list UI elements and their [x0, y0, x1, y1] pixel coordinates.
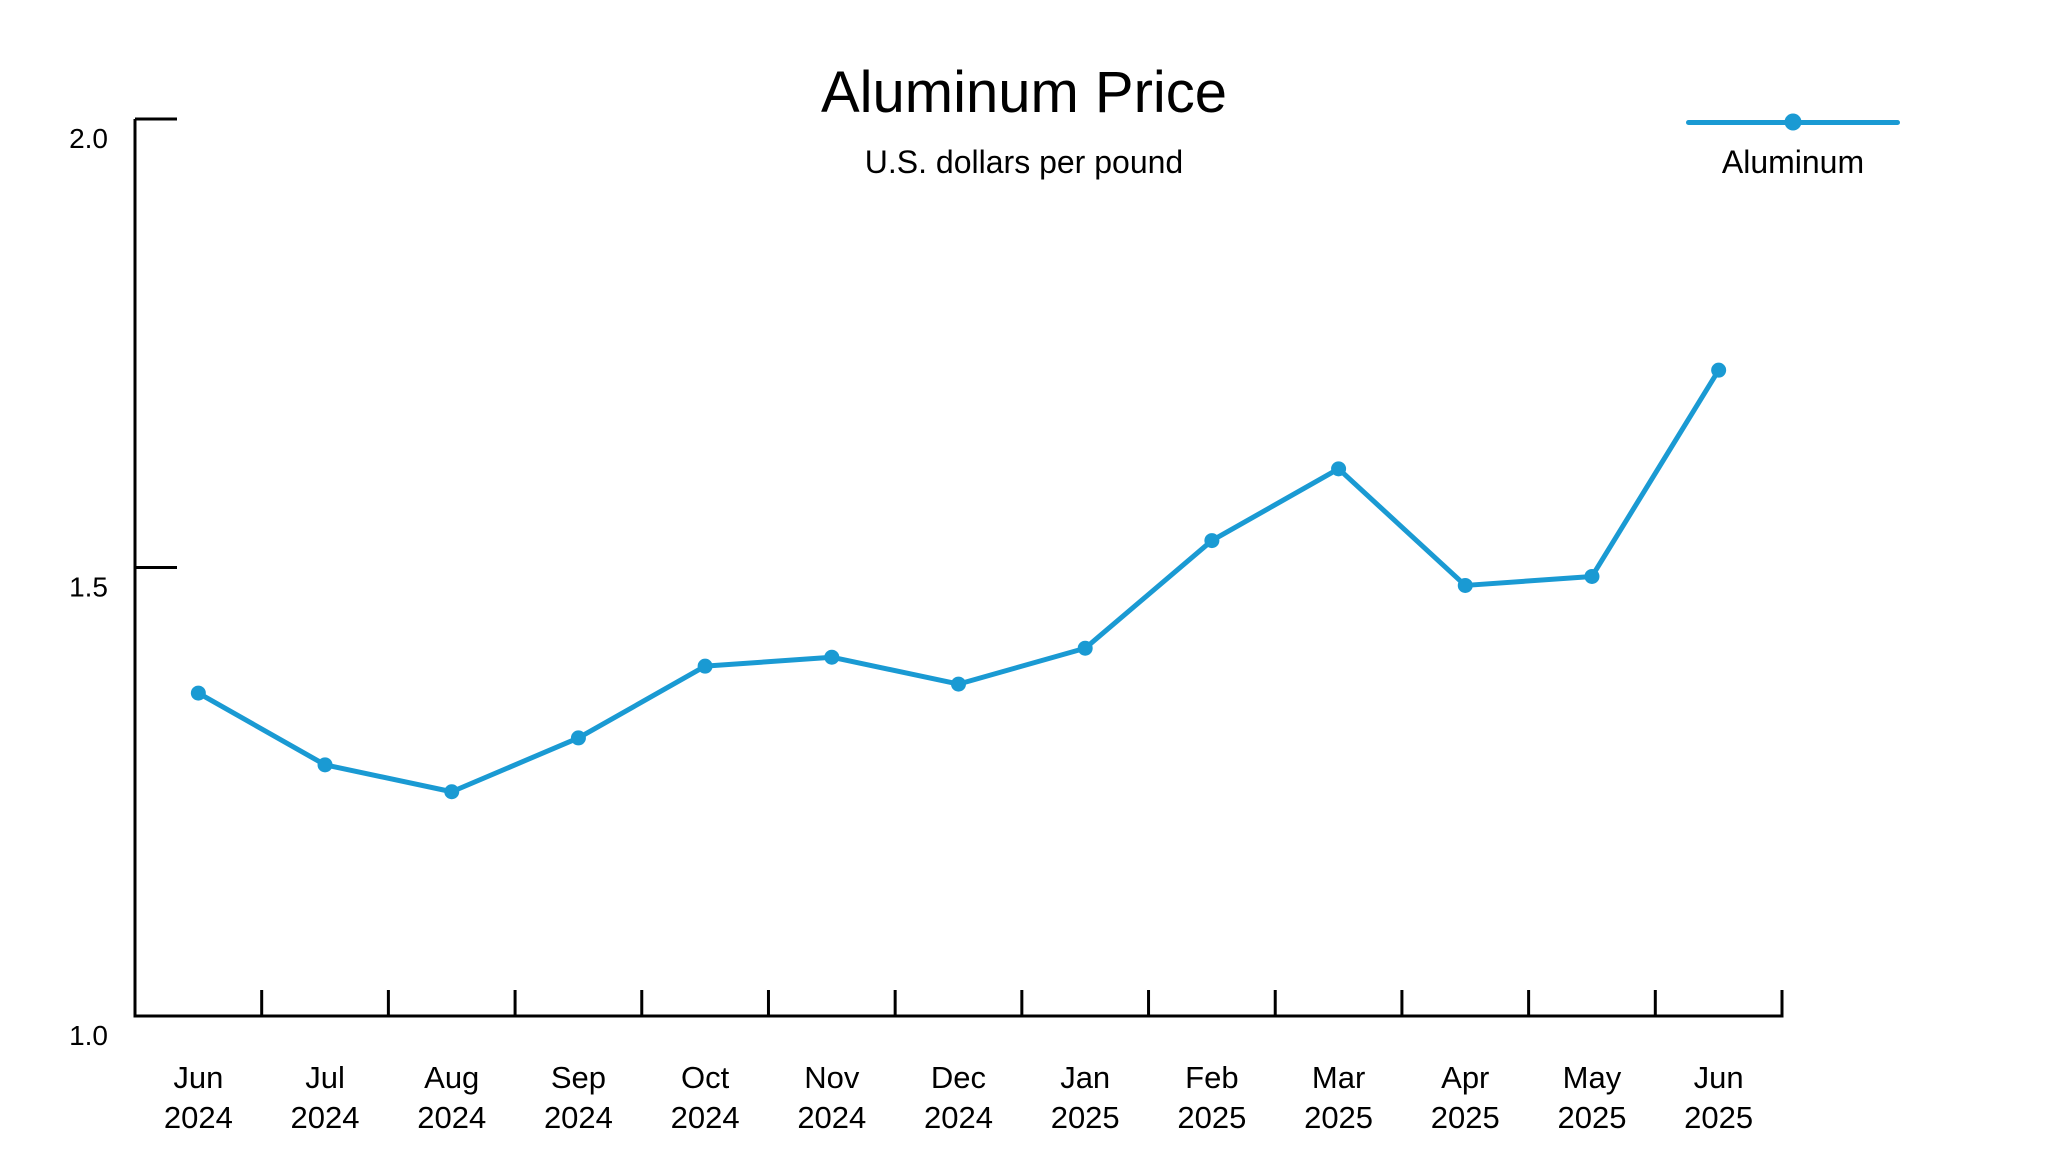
- data-point-marker: [444, 784, 460, 800]
- x-tick-label-month: Feb: [1185, 1060, 1238, 1095]
- legend-label: Aluminum: [1721, 144, 1865, 180]
- data-point-marker: [1077, 640, 1093, 656]
- data-point-marker: [1331, 461, 1347, 477]
- x-tick-label-year: 2025: [1304, 1100, 1373, 1135]
- data-point-marker: [697, 658, 713, 674]
- x-tick-label-year: 2024: [164, 1100, 233, 1135]
- data-point-marker: [1204, 533, 1220, 549]
- x-tick-label-year: 2025: [1431, 1100, 1500, 1135]
- y-tick-label: 1.0: [69, 1020, 108, 1051]
- legend: Aluminum: [1686, 106, 1900, 180]
- x-tick-label-year: 2024: [544, 1100, 613, 1135]
- x-tick-label-year: 2024: [797, 1100, 866, 1135]
- x-tick-label-month: Oct: [681, 1060, 730, 1095]
- chart-subtitle: U.S. dollars per pound: [864, 144, 1184, 180]
- x-tick-label-month: Aug: [424, 1060, 479, 1095]
- x-tick-label-year: 2025: [1177, 1100, 1246, 1135]
- y-tick-label: 1.5: [69, 572, 108, 603]
- data-point-marker: [1584, 568, 1600, 584]
- price-line: [195, 367, 1722, 795]
- x-tick-label-month: Sep: [551, 1060, 606, 1095]
- x-tick-label-month: Jun: [1694, 1060, 1744, 1095]
- x-tick-label-month: Jun: [173, 1060, 223, 1095]
- data-point-marker: [190, 685, 206, 701]
- x-tick-label-year: 2024: [417, 1100, 486, 1135]
- data-point-marker: [570, 730, 586, 746]
- x-tick-label-month: Dec: [931, 1060, 986, 1095]
- data-point-marker: [951, 676, 966, 692]
- x-tick-label-month: Jul: [305, 1060, 345, 1095]
- data-point-marker: [824, 649, 840, 665]
- x-tick-label-year: 2024: [671, 1100, 740, 1135]
- legend-swatch: [1686, 106, 1900, 138]
- x-tick-label-year: 2025: [1684, 1100, 1753, 1135]
- x-tick-label-year: 2024: [291, 1100, 360, 1135]
- data-point-marker: [317, 757, 333, 773]
- data-point-marker: [1457, 577, 1473, 593]
- data-point-marker: [1711, 362, 1727, 378]
- x-tick-label-month: Jan: [1060, 1060, 1110, 1095]
- chart-title: Aluminum Price: [820, 60, 1228, 125]
- x-tick-label-year: 2024: [924, 1100, 993, 1135]
- x-tick-label-month: Apr: [1441, 1060, 1489, 1095]
- legend-marker-icon: [1784, 113, 1802, 131]
- x-tick-label-month: Mar: [1312, 1060, 1365, 1095]
- x-tick-label-month: Nov: [804, 1060, 860, 1095]
- y-tick-label: 2.0: [69, 123, 108, 154]
- x-tick-label-year: 2025: [1557, 1100, 1626, 1135]
- x-tick-label-month: May: [1563, 1060, 1622, 1095]
- x-tick-label-year: 2025: [1051, 1100, 1120, 1135]
